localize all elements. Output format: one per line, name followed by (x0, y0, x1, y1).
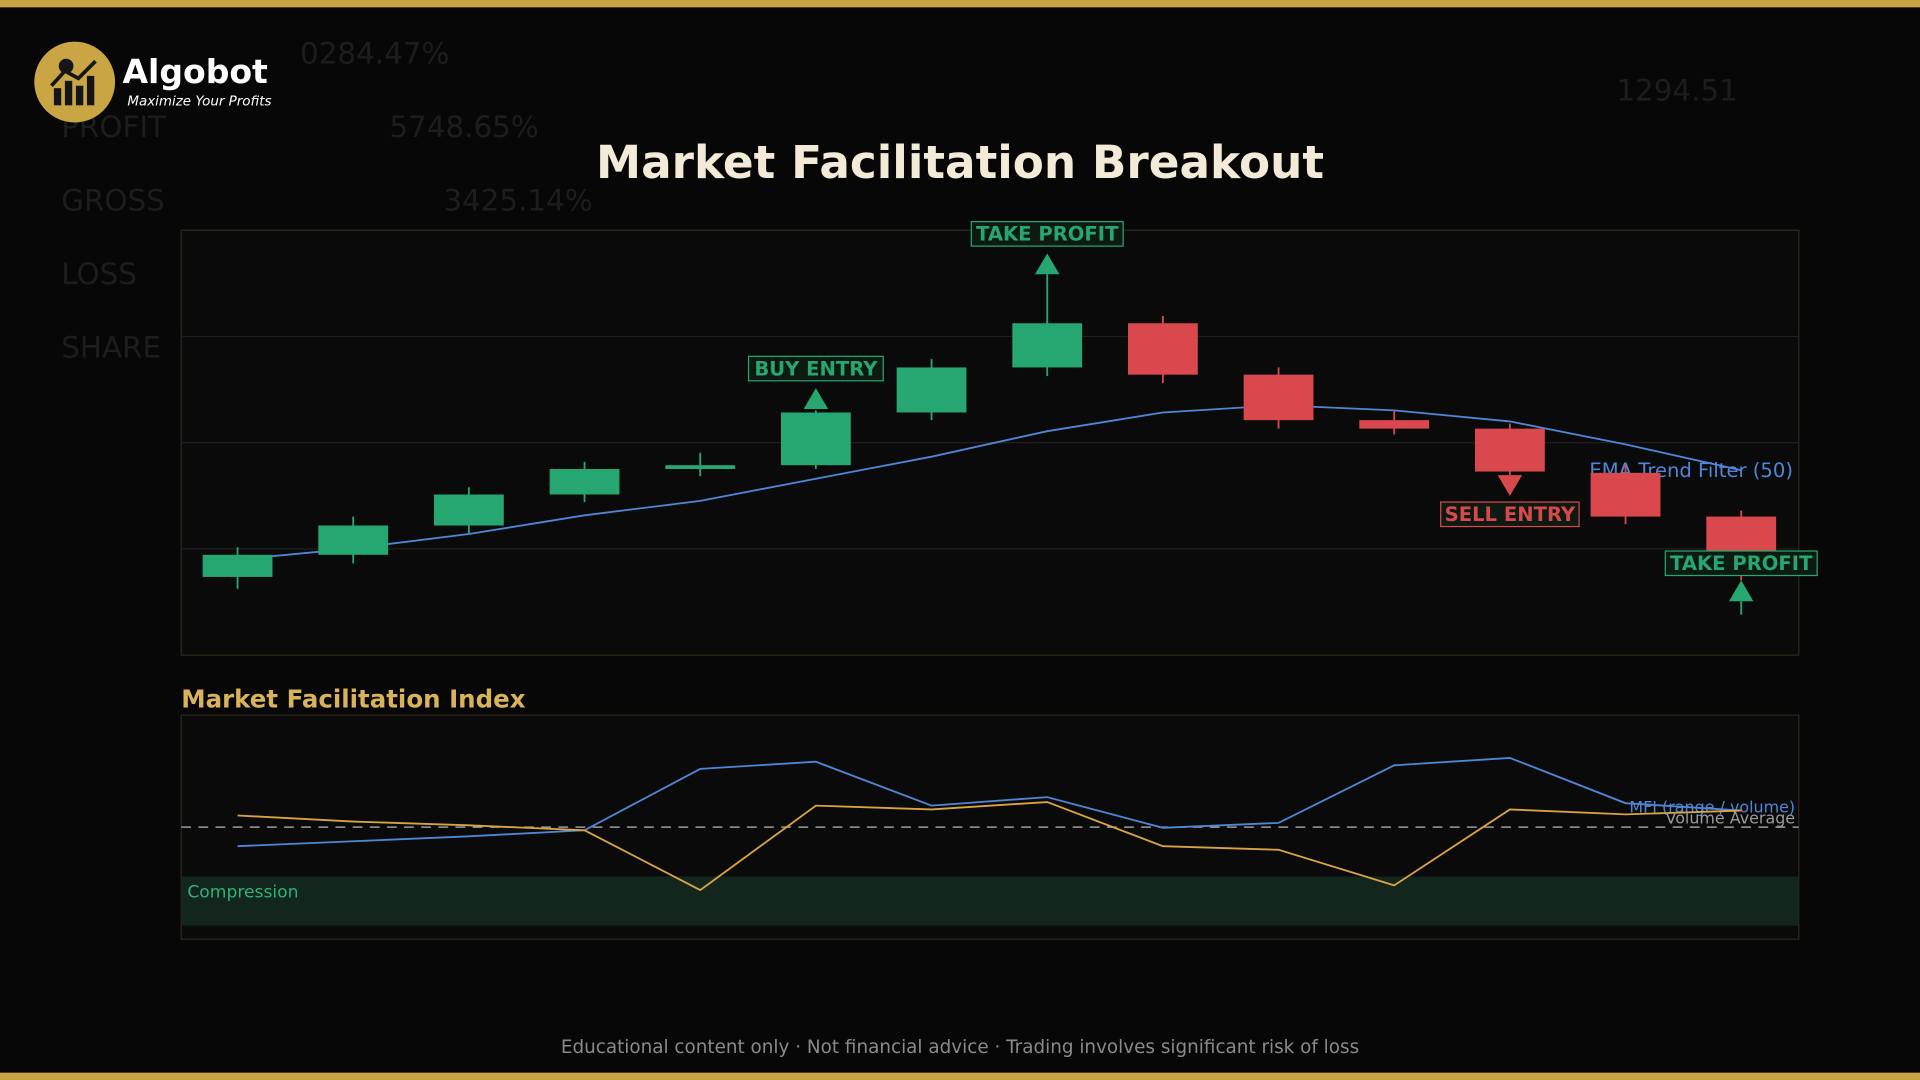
candle-body (1359, 420, 1430, 429)
annotation-label: TAKE PROFIT (1670, 552, 1813, 575)
logo-icon (53, 58, 95, 106)
annotation-label: BUY ENTRY (754, 357, 878, 380)
bottom-bar (0, 1072, 1920, 1080)
candle-body (433, 494, 504, 526)
candle-body (896, 367, 967, 413)
annotation-arrow (803, 388, 829, 409)
background-text: 5748.65% (389, 110, 538, 144)
candle-body (1474, 428, 1545, 472)
logo-badge (34, 41, 116, 123)
candle-body (202, 554, 273, 577)
background-text: GROSS (61, 184, 165, 218)
annotation-box (1664, 550, 1818, 577)
candle-body (549, 468, 620, 495)
annotation-label: TAKE PROFIT (976, 223, 1119, 246)
annotation-box (747, 355, 884, 382)
candle-body (1243, 374, 1314, 421)
annotation-arrow (1728, 580, 1754, 602)
panel-title: Market Facilitation Index (181, 684, 525, 713)
series-line (237, 756, 1742, 848)
candle-body (780, 412, 851, 466)
background-text: LOSS (61, 257, 137, 291)
candle-body (1127, 323, 1198, 375)
logo-trend (50, 59, 97, 87)
background-texts: 0284.47%PROFIT 5748.65%GROSS 3425.14%LOSSS… (61, 37, 1738, 365)
annotation-label: SELL ENTRY (1445, 503, 1576, 526)
annotation-box (970, 221, 1124, 247)
candle-body (665, 465, 736, 469)
ema-line (237, 404, 1742, 561)
annotation-box (1440, 501, 1580, 528)
candle-body (318, 525, 389, 555)
background-text: 0284.47% (300, 37, 449, 71)
zone-label: Compression (187, 882, 298, 902)
zone (181, 876, 1799, 926)
background-text: 3425.14% (443, 184, 592, 218)
footer: Educational content only · Not financial… (561, 1037, 1359, 1058)
candle-body (1590, 472, 1661, 517)
background-text: 1294.51 (1616, 73, 1737, 107)
annotation-arrow (1034, 253, 1060, 275)
tagline: Maximize Your Profits (127, 95, 271, 110)
annotation-arrow (1497, 475, 1523, 496)
chart-title: Market Facilitation Breakout (596, 136, 1324, 189)
legend-label: Volume Average (1666, 809, 1796, 828)
candle-body (1012, 323, 1083, 368)
brand: Algobot (122, 52, 268, 91)
top-bar (0, 0, 1920, 8)
legend-label: MFI (range / volume) (1629, 798, 1795, 817)
series-line (237, 801, 1742, 892)
background-text: SHARE (61, 330, 161, 364)
